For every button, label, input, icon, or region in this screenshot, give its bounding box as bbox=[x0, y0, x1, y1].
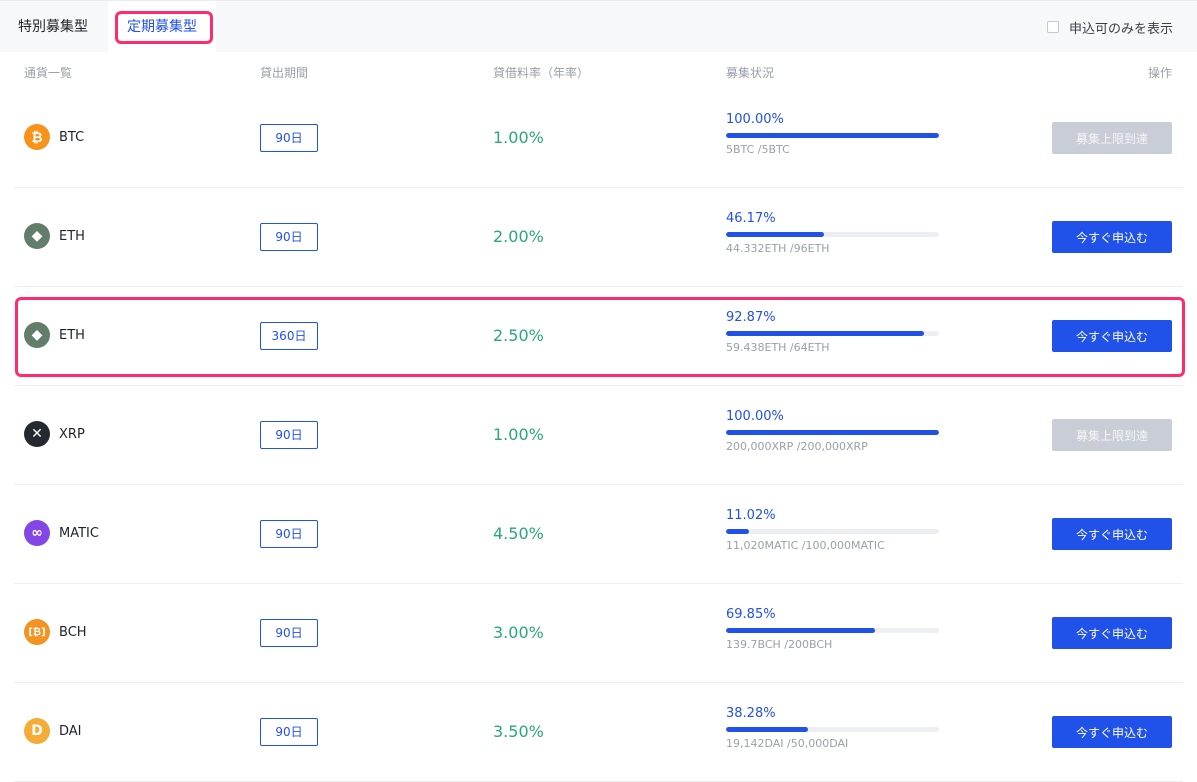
ethereum-icon: ◆ bbox=[24, 223, 50, 249]
table-row: D DAI 90日 3.50% 38.28% 19,142DAI /50,000… bbox=[14, 682, 1183, 782]
table-row: ✕ XRP 90日 1.00% 100.00% 200,000XRP /200,… bbox=[14, 385, 1183, 485]
apply-now-button[interactable]: 今すぐ申込む bbox=[1052, 617, 1172, 649]
coin-cell: ◆ ETH bbox=[24, 322, 85, 348]
period-badge: 90日 bbox=[260, 421, 318, 449]
recruitment-status: 46.17% 44.332ETH /96ETH bbox=[726, 211, 940, 255]
progress-bar bbox=[726, 529, 939, 534]
progress-bar-fill bbox=[726, 133, 939, 138]
recruitment-status: 11.02% 11,020MATIC /100,000MATIC bbox=[726, 508, 940, 552]
apply-now-button[interactable]: 今すぐ申込む bbox=[1052, 716, 1172, 748]
polygon-icon: ∞ bbox=[24, 520, 50, 546]
lending-rate: 1.00% bbox=[493, 425, 544, 444]
lending-rate: 1.00% bbox=[493, 128, 544, 147]
period-badge: 90日 bbox=[260, 124, 318, 152]
coin-cell: [₿] BCH bbox=[24, 619, 87, 645]
progress-bar bbox=[726, 727, 939, 732]
table-header: 通貨一覧 貸出期間 貸借料率（年率） 募集状況 操作 bbox=[0, 52, 1197, 92]
lending-rate: 2.50% bbox=[493, 326, 544, 345]
progress-amount: 5BTC /5BTC bbox=[726, 143, 790, 156]
coin-name: DAI bbox=[59, 723, 82, 739]
recruitment-status: 38.28% 19,142DAI /50,000DAI bbox=[726, 706, 940, 750]
progress-bar-fill bbox=[726, 529, 750, 534]
table-row: ◆ ETH 360日 2.50% 92.87% 59.438ETH /64ETH… bbox=[14, 286, 1183, 386]
period-badge: 90日 bbox=[260, 619, 318, 647]
apply-now-button[interactable]: 今すぐ申込む bbox=[1052, 221, 1172, 253]
period-badge: 90日 bbox=[260, 520, 318, 548]
progress-bar-fill bbox=[726, 727, 808, 732]
progress-amount: 200,000XRP /200,000XRP bbox=[726, 440, 868, 453]
bitcoin-cash-icon: [₿] bbox=[24, 619, 50, 645]
progress-amount: 59.438ETH /64ETH bbox=[726, 341, 830, 354]
lending-rate: 4.50% bbox=[493, 524, 544, 543]
period-badge: 90日 bbox=[260, 718, 318, 746]
available-only-label: 申込可のみを表示 bbox=[1068, 21, 1173, 37]
table-row: [₿] BCH 90日 3.00% 69.85% 139.7BCH /200BC… bbox=[14, 583, 1183, 683]
table-row: ∞ MATIC 90日 4.50% 11.02% 11,020MATIC /10… bbox=[14, 484, 1183, 584]
progress-bar-fill bbox=[726, 628, 875, 633]
ethereum-icon: ◆ bbox=[24, 322, 50, 348]
coin-name: BCH bbox=[59, 624, 87, 640]
limit-reached-button[interactable]: 募集上限到達 bbox=[1052, 419, 1172, 451]
period-badge: 360日 bbox=[260, 322, 318, 350]
coin-cell: ∞ MATIC bbox=[24, 520, 99, 546]
progress-bar bbox=[726, 232, 939, 237]
xrp-icon: ✕ bbox=[24, 421, 50, 447]
column-header-coin: 通貨一覧 bbox=[24, 66, 73, 80]
recruitment-status: 100.00% 200,000XRP /200,000XRP bbox=[726, 409, 940, 453]
tab-bar: 特別募集型 定期募集型 申込可のみを表示 bbox=[0, 0, 1197, 53]
lending-rate: 3.00% bbox=[493, 623, 544, 642]
progress-percent: 11.02% bbox=[726, 508, 776, 523]
progress-bar bbox=[726, 430, 939, 435]
coin-cell: ◆ ETH bbox=[24, 223, 85, 249]
column-header-period: 貸出期間 bbox=[260, 66, 309, 80]
progress-percent: 100.00% bbox=[726, 112, 784, 127]
lending-rate: 2.00% bbox=[493, 227, 544, 246]
period-badge: 90日 bbox=[260, 223, 318, 251]
coin-cell: ₿ BTC bbox=[24, 124, 84, 150]
progress-bar bbox=[726, 331, 939, 336]
coin-cell: ✕ XRP bbox=[24, 421, 85, 447]
coin-cell: D DAI bbox=[24, 718, 82, 744]
progress-bar-fill bbox=[726, 430, 939, 435]
column-header-rate: 貸借料率（年率） bbox=[493, 66, 590, 80]
coin-name: ETH bbox=[59, 228, 85, 244]
table-row: ◆ ETH 90日 2.00% 46.17% 44.332ETH /96ETH … bbox=[14, 187, 1183, 287]
tab-special-recruitment[interactable]: 特別募集型 bbox=[18, 19, 88, 35]
bitcoin-icon: ₿ bbox=[24, 124, 50, 150]
column-header-status: 募集状況 bbox=[726, 66, 775, 80]
table-row: ₿ BTC 90日 1.00% 100.00% 5BTC /5BTC 募集上限到… bbox=[14, 88, 1183, 188]
tab-regular-recruitment[interactable]: 定期募集型 bbox=[108, 1, 216, 53]
available-only-filter[interactable]: 申込可のみを表示 bbox=[1046, 1, 1173, 53]
progress-percent: 46.17% bbox=[726, 211, 776, 226]
column-header-operation: 操作 bbox=[1147, 66, 1172, 80]
progress-percent: 100.00% bbox=[726, 409, 784, 424]
progress-percent: 69.85% bbox=[726, 607, 776, 622]
progress-amount: 11,020MATIC /100,000MATIC bbox=[726, 539, 885, 552]
available-only-checkbox[interactable] bbox=[1046, 21, 1059, 33]
apply-now-button[interactable]: 今すぐ申込む bbox=[1052, 320, 1172, 352]
progress-bar-fill bbox=[726, 232, 825, 237]
dai-icon: D bbox=[24, 718, 50, 744]
coin-name: BTC bbox=[59, 129, 85, 145]
limit-reached-button[interactable]: 募集上限到達 bbox=[1052, 122, 1172, 154]
progress-percent: 92.87% bbox=[726, 310, 776, 325]
recruitment-status: 69.85% 139.7BCH /200BCH bbox=[726, 607, 940, 651]
progress-bar bbox=[726, 133, 939, 138]
progress-bar bbox=[726, 628, 939, 633]
apply-now-button[interactable]: 今すぐ申込む bbox=[1052, 518, 1172, 550]
coin-name: XRP bbox=[59, 426, 85, 442]
lending-rate: 3.50% bbox=[493, 722, 544, 741]
progress-amount: 44.332ETH /96ETH bbox=[726, 242, 830, 255]
recruitment-status: 100.00% 5BTC /5BTC bbox=[726, 112, 940, 156]
coin-name: MATIC bbox=[59, 525, 99, 541]
recruitment-status: 92.87% 59.438ETH /64ETH bbox=[726, 310, 940, 354]
progress-amount: 19,142DAI /50,000DAI bbox=[726, 737, 849, 750]
progress-bar-fill bbox=[726, 331, 924, 336]
progress-amount: 139.7BCH /200BCH bbox=[726, 638, 833, 651]
coin-name: ETH bbox=[59, 327, 85, 343]
progress-percent: 38.28% bbox=[726, 706, 776, 721]
